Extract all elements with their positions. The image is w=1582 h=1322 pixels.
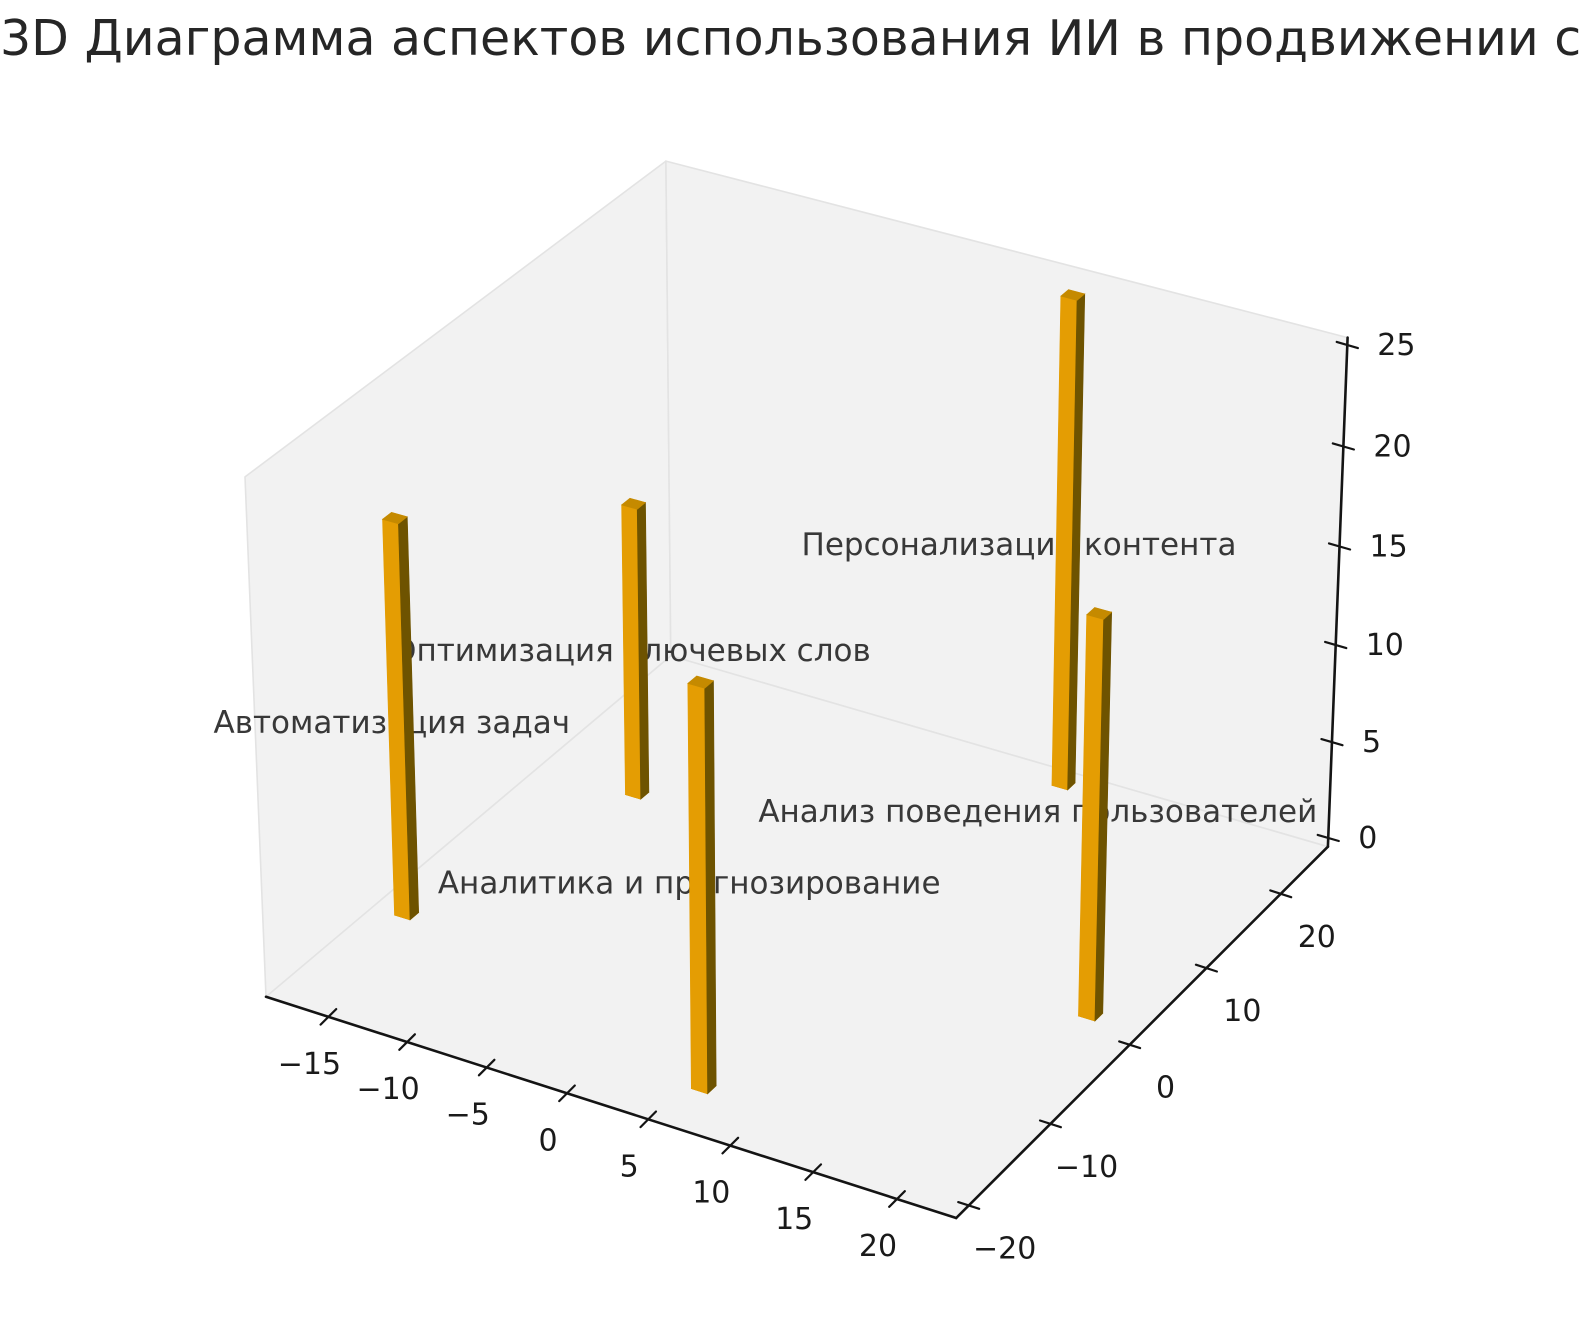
- bar-0: [381, 511, 420, 921]
- x-axis-tick-label: −5: [446, 1098, 490, 1133]
- z-axis-line: [1326, 336, 1349, 849]
- bar-top-face: [381, 511, 408, 525]
- bar-top-face: [687, 675, 715, 689]
- z-axis-tick-label: 0: [1358, 821, 1377, 856]
- y-axis-tick-label: 0: [1156, 1071, 1175, 1106]
- x-axis-tick: [721, 1136, 740, 1155]
- chart-title: 3D Диаграмма аспектов использования ИИ в…: [0, 10, 1582, 67]
- z-axis-tick: [1320, 737, 1344, 747]
- x-axis-tick-label: 15: [775, 1202, 813, 1237]
- x-axis-tick: [319, 1007, 338, 1026]
- x-axis-tick-label: 10: [692, 1176, 730, 1211]
- x-axis-tick-label: 20: [859, 1229, 897, 1264]
- x-axis-tick: [804, 1163, 823, 1182]
- x-axis-tick: [639, 1110, 658, 1129]
- z-axis-tick-label: 10: [1366, 628, 1404, 663]
- y-axis-tick: [957, 1200, 981, 1210]
- z-axis-tick: [1331, 442, 1356, 451]
- x-axis-tick: [398, 1033, 416, 1051]
- z-axis-tick-label: 5: [1362, 725, 1381, 760]
- x-axis-tick: [558, 1084, 576, 1103]
- y-axis-tick: [1118, 1040, 1142, 1050]
- y-axis-tick-label: 10: [1223, 994, 1261, 1029]
- z-axis-tick-label: 25: [1377, 328, 1415, 363]
- x-axis-tick: [888, 1190, 906, 1208]
- x-axis-tick: [477, 1058, 496, 1077]
- x-axis-line: [264, 995, 958, 1220]
- z-axis-tick: [1335, 340, 1360, 350]
- z-axis-tick: [1316, 833, 1340, 843]
- bar-4: [1077, 607, 1113, 1022]
- x-axis-tick-label: 0: [538, 1123, 557, 1158]
- bar-front-face: [687, 682, 708, 1095]
- bar-annotation: Анализ поведения пользователей: [758, 794, 1317, 830]
- x-axis-tick-label: −15: [278, 1047, 341, 1082]
- x-axis-tick-label: −10: [356, 1072, 419, 1107]
- y-axis-line: [954, 845, 1330, 1220]
- y-axis-tick: [1194, 963, 1219, 973]
- y-axis-tick-label: 20: [1298, 920, 1336, 955]
- bar-3: [1051, 289, 1086, 791]
- y-axis-tick-label: −20: [973, 1232, 1036, 1267]
- y-axis-tick: [1269, 889, 1293, 899]
- y-axis-tick-label: −10: [1055, 1150, 1118, 1185]
- x-axis-tick-label: 5: [620, 1149, 639, 1184]
- z-axis-tick-label: 20: [1373, 429, 1411, 464]
- bar-2: [687, 675, 717, 1095]
- z-axis-tick: [1323, 640, 1348, 650]
- bar-top-face: [1060, 289, 1086, 301]
- z-axis-tick: [1327, 542, 1352, 551]
- z-axis-tick-label: 15: [1370, 529, 1408, 564]
- bar-top-face: [620, 497, 647, 510]
- bar-top-face: [1086, 607, 1113, 620]
- bar-annotation: Персонализация контента: [802, 527, 1237, 563]
- bar-1: [620, 497, 650, 800]
- y-axis-tick: [1038, 1119, 1063, 1129]
